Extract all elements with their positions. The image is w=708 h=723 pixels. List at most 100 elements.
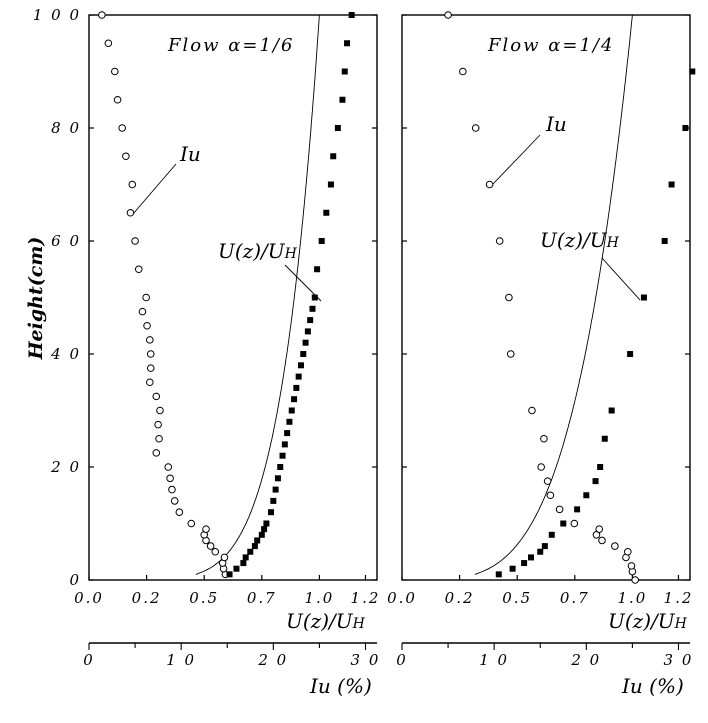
iu-point	[631, 576, 639, 584]
iu-point	[595, 525, 604, 533]
iu-point	[623, 547, 632, 556]
velocity-point	[295, 373, 302, 380]
y-tick-label: 0	[69, 571, 81, 589]
velocity-point	[574, 506, 581, 513]
x-axis-label-right-sub: H	[674, 616, 688, 632]
velocity-annotation-main: U(z)/U	[218, 239, 286, 263]
iu-point	[187, 519, 196, 528]
velocity-point	[548, 531, 555, 538]
iu-point	[211, 547, 220, 556]
velocity-point	[268, 509, 275, 516]
iu-annotation: Iu	[545, 112, 567, 136]
iu-point	[154, 420, 162, 429]
iu-point	[528, 406, 536, 415]
velocity-point	[583, 492, 590, 499]
iu-point	[98, 11, 106, 19]
velocity-leader-line	[601, 257, 641, 301]
velocity-point	[560, 520, 567, 527]
x-ticks: 0.0 0.2 0.5 0.7 1.0 1.2	[74, 575, 378, 607]
iu-annotation: Iu	[179, 142, 201, 166]
iu-point	[146, 336, 154, 344]
y-tick-label: 1 0 0	[33, 6, 81, 24]
x-axis-label-right: U(z)/UH	[608, 609, 688, 633]
panel-title-left: Flow α=1/6	[167, 35, 294, 56]
iu-tick-label: 2 0	[257, 651, 288, 669]
velocity-point	[270, 497, 277, 504]
x-tick-label: 0.7	[247, 589, 277, 607]
iu-point	[146, 350, 155, 358]
iu-point	[170, 497, 179, 505]
velocity-point	[277, 464, 284, 470]
iu-point	[202, 525, 210, 533]
x-tick-label: 1.0	[617, 589, 647, 607]
power-law-curve	[474, 14, 633, 575]
iu-point	[126, 208, 135, 217]
velocity-point	[344, 40, 351, 47]
iu-point	[485, 180, 494, 189]
velocity-point	[309, 305, 316, 312]
velocity-point	[330, 153, 337, 160]
iu-point	[505, 293, 513, 302]
x-axis-label-left: U(z)/UH	[286, 609, 366, 633]
iu-tick-label: 1 0	[166, 651, 196, 669]
plot-frame-left	[88, 14, 378, 581]
velocity-leader-line	[284, 264, 322, 302]
iu-point	[164, 463, 173, 471]
velocity-point	[661, 238, 668, 244]
velocity-point	[537, 548, 544, 555]
velocity-point	[348, 12, 355, 18]
velocity-point	[279, 452, 286, 459]
x-axis-label-left-main: U(z)/U	[286, 609, 354, 633]
iu-tick-label: 1 0	[479, 651, 509, 669]
iu-point	[104, 39, 113, 48]
panel-title-right: Flow α=1/4	[487, 35, 614, 56]
iu-point	[598, 536, 606, 545]
panel-right: Flow α=1/4 0.0 0.2 0.5 0.7 1.0 1.2 Iu U(z)/UH…	[387, 11, 696, 698]
y-tick-label: 6 0	[51, 232, 81, 250]
velocity-point	[261, 526, 268, 533]
x-tick-label: 1.2	[664, 589, 694, 607]
velocity-point	[284, 430, 291, 437]
iu-tick-label: 3 0	[351, 651, 381, 669]
velocity-point	[226, 571, 233, 578]
velocity-annotation: U(z)/UH	[540, 228, 620, 252]
y-tick-label: 4 0	[50, 345, 81, 363]
y-ticks: 0 2 0 4 0 6 0 8 0 1 0 0	[33, 6, 377, 589]
iu-point	[113, 95, 122, 104]
x-tick-label: 0.2	[445, 589, 475, 607]
x-axis-label-right-main: U(z)/U	[608, 609, 676, 633]
velocity-point	[263, 520, 270, 527]
iu-point	[146, 378, 154, 387]
velocity-point	[608, 407, 615, 414]
iu-axis-label-left: Iu (%)	[309, 674, 372, 698]
velocity-point	[521, 560, 528, 567]
iu-point	[152, 392, 161, 401]
velocity-point	[592, 478, 599, 485]
iu-point	[471, 124, 480, 132]
x-axis-label-left-sub: H	[352, 616, 366, 632]
iu-point	[131, 237, 139, 245]
y-tick-label: 2 0	[50, 458, 81, 476]
iu-point	[495, 237, 504, 245]
velocity-point	[627, 351, 634, 357]
velocity-point	[300, 351, 307, 357]
velocity-point	[272, 486, 279, 493]
velocity-point	[327, 181, 334, 188]
velocity-point	[323, 209, 330, 216]
velocity-point	[311, 294, 318, 301]
velocity-annotation-sub: H	[284, 246, 298, 262]
iu-point	[540, 434, 548, 443]
velocity-point	[233, 565, 240, 572]
velocity-point	[640, 294, 647, 301]
iu-point	[543, 477, 552, 485]
y-axis-label: Height(cm)	[25, 237, 47, 361]
x-tick-label: 0.5	[189, 589, 219, 607]
iu-leader-line	[132, 163, 177, 215]
iu-tick-label: 2 0	[570, 651, 601, 669]
velocity-point	[240, 560, 247, 567]
iu-point	[134, 265, 143, 274]
iu-point	[166, 474, 174, 483]
iu-point	[459, 67, 467, 76]
iu-axis-label-right: Iu (%)	[621, 674, 684, 698]
iu-point	[546, 491, 555, 500]
